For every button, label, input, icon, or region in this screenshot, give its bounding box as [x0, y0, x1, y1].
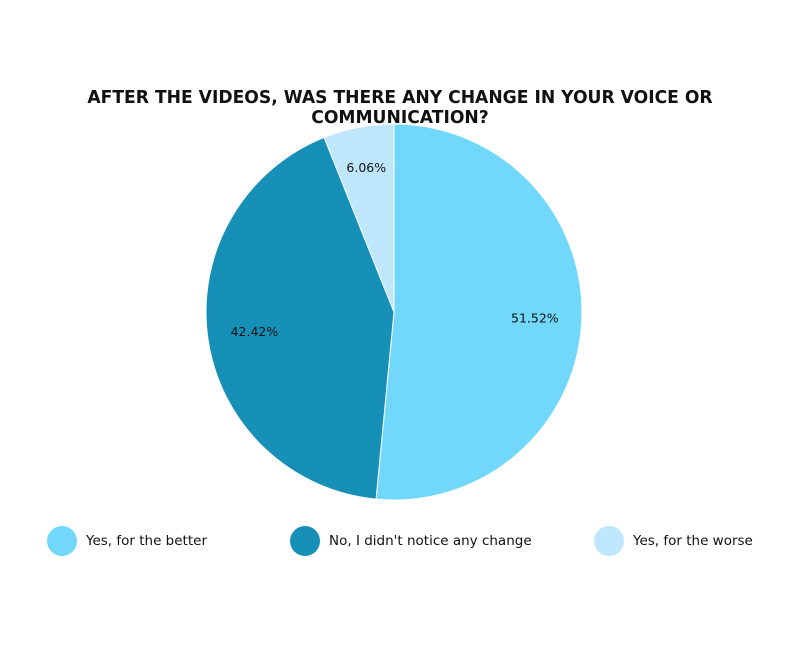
pie-slice-0: [375, 123, 583, 501]
legend-swatch-0: [47, 526, 77, 556]
pie-slice-1: [205, 136, 395, 500]
slice-label-1: 42.42%: [231, 324, 279, 339]
slice-label-0: 51.52%: [511, 311, 559, 326]
legend-label-0: Yes, for the better: [86, 533, 207, 549]
legend-item-2: Yes, for the worse: [594, 524, 753, 558]
legend-label-1: No, I didn't notice any change: [329, 533, 532, 549]
legend-item-0: Yes, for the better: [47, 524, 207, 558]
chart-title: AFTER THE VIDEOS, WAS THERE ANY CHANGE I…: [87, 88, 713, 128]
legend-label-2: Yes, for the worse: [633, 533, 753, 549]
chart-legend: Yes, for the better No, I didn't notice a…: [0, 524, 800, 558]
legend-item-1: No, I didn't notice any change: [290, 524, 532, 558]
pie-slice-2: [323, 123, 395, 313]
slice-label-2: 6.06%: [346, 160, 386, 175]
legend-swatch-1: [290, 526, 320, 556]
legend-swatch-2: [594, 526, 624, 556]
